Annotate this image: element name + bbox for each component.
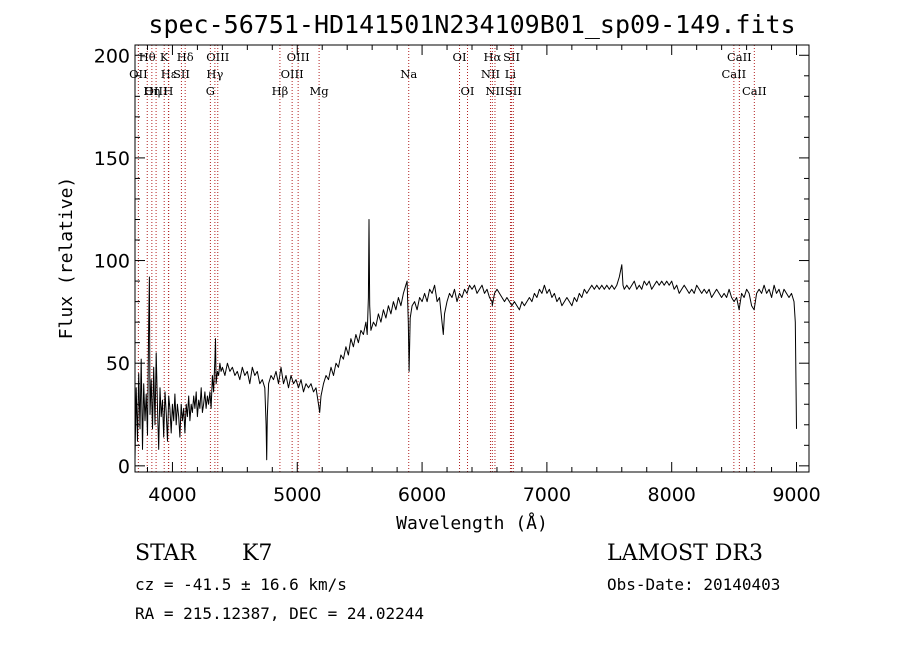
marker-label: H [163, 84, 173, 98]
object-subclass: K7 [242, 541, 272, 566]
marker-label: K [160, 50, 169, 64]
y-tick-label: 100 [94, 251, 130, 273]
x-tick-label: 8000 [648, 484, 696, 506]
x-axis-ticks: 4000 5000 6000 7000 8000 9000 [146, 45, 821, 506]
marker-label: SII [505, 84, 522, 98]
marker-label: OIII [206, 50, 229, 64]
marker-label: SII [173, 67, 190, 81]
marker-label: Hδ [177, 50, 194, 64]
x-tick-label: 5000 [273, 484, 321, 506]
marker-label: NII [485, 84, 504, 98]
marker-label: Na [400, 67, 417, 81]
marker-label: CaII [742, 84, 767, 98]
spectrum-line [134, 219, 797, 461]
observation-date: Obs-Date: 20140403 [607, 575, 780, 594]
plot-frame [134, 44, 810, 473]
chart-title: spec-56751-HD141501N234109B01_sp09-149.f… [148, 10, 795, 39]
marker-label: CaII [727, 50, 752, 64]
marker-label: OIII [287, 50, 310, 64]
marker-label: G [206, 84, 215, 98]
marker-label: Hη [143, 84, 160, 98]
marker-label: Mg [310, 84, 330, 98]
marker-label: Hγ [206, 67, 223, 81]
y-tick-label: 150 [94, 148, 130, 170]
marker-label: Hε [161, 67, 177, 81]
y-tick-label: 50 [106, 353, 130, 375]
y-tick-label: 200 [94, 45, 130, 67]
y-axis-label: Flux (relative) [56, 177, 77, 340]
marker-label: OI [461, 84, 475, 98]
y-axis-ticks: 0 50 100 150 200 [94, 45, 809, 478]
marker-label: OII [129, 67, 148, 81]
survey-name: LAMOST DR3 [607, 541, 763, 566]
marker-label: Hα [483, 50, 501, 64]
spectrum-plot [134, 219, 797, 461]
x-tick-label: 7000 [523, 484, 571, 506]
x-tick-label: 6000 [398, 484, 446, 506]
x-tick-label: 4000 [148, 484, 196, 506]
x-axis-label: Wavelength (Å) [396, 512, 548, 534]
object-class: STAR [135, 541, 197, 566]
ra-dec-coordinates: RA = 215.12387, DEC = 24.02244 [135, 604, 424, 623]
marker-label: SII [503, 50, 520, 64]
x-tick-label: 9000 [772, 484, 820, 506]
redshift-cz: cz = -41.5 ± 16.6 km/s [135, 575, 347, 594]
marker-label: OI [453, 50, 467, 64]
marker-label: Hβ [272, 84, 289, 98]
marker-label: OIII [145, 84, 168, 98]
y-tick-label: 0 [118, 456, 130, 478]
marker-label: NII [481, 67, 500, 81]
marker-label: Li [505, 67, 517, 81]
marker-label: Hθ [139, 50, 156, 64]
marker-label: CaII [721, 67, 746, 81]
marker-label: OIII [281, 67, 304, 81]
